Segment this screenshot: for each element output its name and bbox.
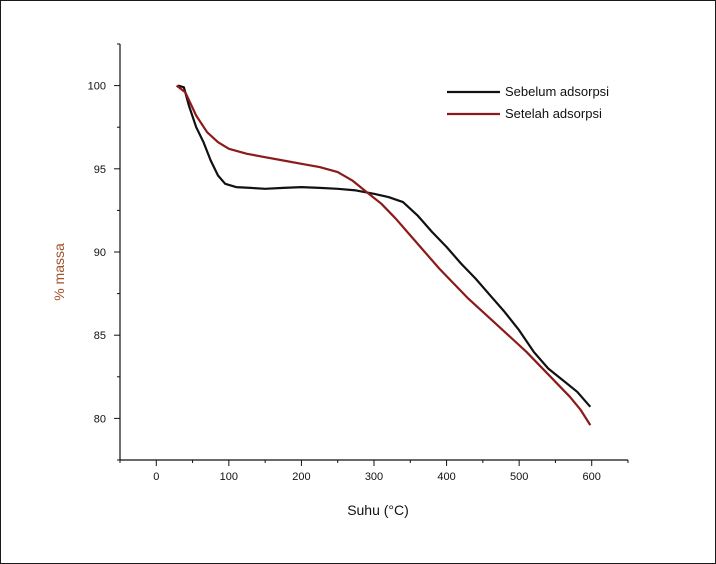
y-tick-label: 90 [94, 247, 106, 259]
x-tick-label: 300 [365, 471, 383, 483]
y-axis-label: % massa [51, 243, 67, 301]
legend: Sebelum adsorpsi Setelah adsorpsi [447, 84, 609, 121]
y-tick-label: 100 [88, 81, 106, 93]
x-tick-label: 100 [220, 471, 238, 483]
series-line-setelah [175, 84, 592, 426]
y-tick-label: 85 [94, 330, 106, 342]
x-axis-label: Suhu (°C) [347, 502, 409, 518]
x-tick-label: 0 [153, 471, 159, 483]
x-tick-label: 600 [583, 471, 601, 483]
axes: 0 100 200 300 400 500 600 80 85 90 95 100 [88, 43, 629, 483]
x-tick-label: 500 [510, 471, 528, 483]
legend-label-setelah: Setelah adsorpsi [505, 106, 602, 121]
x-tick-label: 200 [292, 471, 310, 483]
y-tick-label: 95 [94, 164, 106, 176]
y-tick-label: 80 [94, 413, 106, 425]
x-tick-label: 400 [437, 471, 455, 483]
series-layer [175, 84, 592, 426]
series-line-sebelum [177, 84, 592, 408]
legend-label-sebelum: Sebelum adsorpsi [505, 84, 609, 99]
